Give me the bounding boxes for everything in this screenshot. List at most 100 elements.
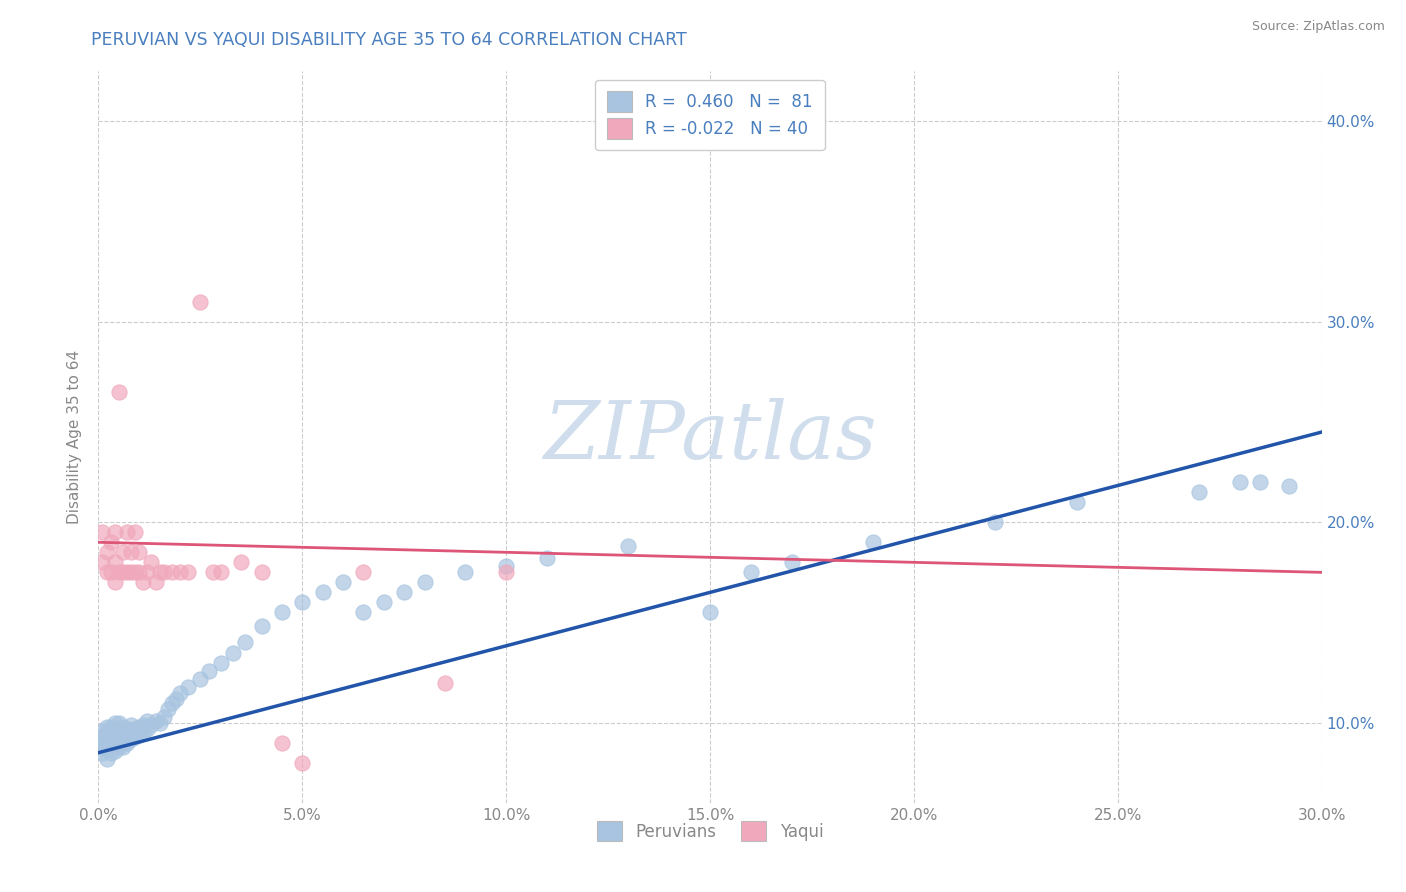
Point <box>156 701 179 715</box>
Text: Source: ZipAtlas.com: Source: ZipAtlas.com <box>1251 20 1385 33</box>
Point <box>120 545 142 559</box>
Point <box>454 566 477 580</box>
Point <box>96 720 118 734</box>
Point <box>104 744 127 758</box>
Point <box>177 680 200 694</box>
Point <box>100 720 122 734</box>
Legend: Peruvians, Yaqui: Peruvians, Yaqui <box>585 809 835 853</box>
Point <box>115 525 138 540</box>
Point <box>136 566 159 580</box>
Point <box>108 566 131 580</box>
Point <box>740 566 762 580</box>
Point <box>495 559 517 574</box>
Point <box>165 691 187 706</box>
Point <box>128 728 150 742</box>
Point <box>136 714 159 728</box>
Point <box>104 525 127 540</box>
Point <box>91 746 114 760</box>
Point <box>177 566 200 580</box>
Point <box>91 723 114 738</box>
Point <box>115 722 138 736</box>
Point <box>984 515 1007 529</box>
Point <box>100 746 122 760</box>
Point <box>132 575 155 590</box>
Point <box>100 566 122 580</box>
Point <box>120 725 142 739</box>
Point <box>96 736 118 750</box>
Point <box>91 525 114 540</box>
Point <box>91 739 114 754</box>
Point <box>188 672 212 686</box>
Point <box>128 720 150 734</box>
Point <box>124 566 146 580</box>
Point <box>111 545 134 559</box>
Point <box>169 685 191 699</box>
Point <box>100 725 122 739</box>
Point <box>115 736 138 750</box>
Y-axis label: Disability Age 35 to 64: Disability Age 35 to 64 <box>67 350 83 524</box>
Point <box>104 730 127 744</box>
Point <box>115 566 138 580</box>
Point <box>96 545 118 559</box>
Point <box>270 736 294 750</box>
Point <box>434 675 457 690</box>
Point <box>108 739 131 754</box>
Point <box>197 664 219 678</box>
Point <box>96 752 118 766</box>
Point <box>91 733 114 747</box>
Text: ZIPatlas: ZIPatlas <box>543 399 877 475</box>
Point <box>152 566 174 580</box>
Point <box>291 595 314 609</box>
Point <box>111 739 134 754</box>
Point <box>128 545 150 559</box>
Point <box>1249 475 1271 490</box>
Point <box>291 756 314 770</box>
Point <box>145 714 167 728</box>
Point <box>120 717 142 731</box>
Point <box>352 606 374 620</box>
Point <box>100 738 122 752</box>
Point <box>149 715 172 730</box>
Point <box>108 728 131 742</box>
Point <box>160 696 183 710</box>
Point <box>108 733 131 747</box>
Point <box>100 535 122 549</box>
Point <box>149 566 172 580</box>
Point <box>392 585 416 599</box>
Point <box>136 722 159 736</box>
Point <box>111 725 134 739</box>
Point <box>120 566 142 580</box>
Point <box>141 555 163 569</box>
Point <box>1188 485 1211 500</box>
Point <box>124 730 146 744</box>
Point <box>780 555 803 569</box>
Point <box>132 717 155 731</box>
Point <box>352 566 374 580</box>
Point <box>91 730 114 744</box>
Point <box>108 715 131 730</box>
Point <box>1278 479 1301 493</box>
Point <box>104 575 127 590</box>
Point <box>145 575 167 590</box>
Point <box>536 551 558 566</box>
Point <box>188 294 212 309</box>
Text: PERUVIAN VS YAQUI DISABILITY AGE 35 TO 64 CORRELATION CHART: PERUVIAN VS YAQUI DISABILITY AGE 35 TO 6… <box>91 31 688 49</box>
Point <box>120 731 142 746</box>
Point <box>413 575 436 590</box>
Point <box>132 725 155 739</box>
Point <box>152 709 174 723</box>
Point <box>115 728 138 742</box>
Point <box>312 585 335 599</box>
Point <box>91 555 114 569</box>
Point <box>104 715 127 730</box>
Point <box>108 722 131 736</box>
Point <box>104 555 127 569</box>
Point <box>111 566 134 580</box>
Point <box>270 606 294 620</box>
Point <box>141 717 163 731</box>
Point <box>373 595 395 609</box>
Point <box>1066 495 1088 509</box>
Point <box>96 741 118 756</box>
Point <box>160 566 183 580</box>
Point <box>169 566 191 580</box>
